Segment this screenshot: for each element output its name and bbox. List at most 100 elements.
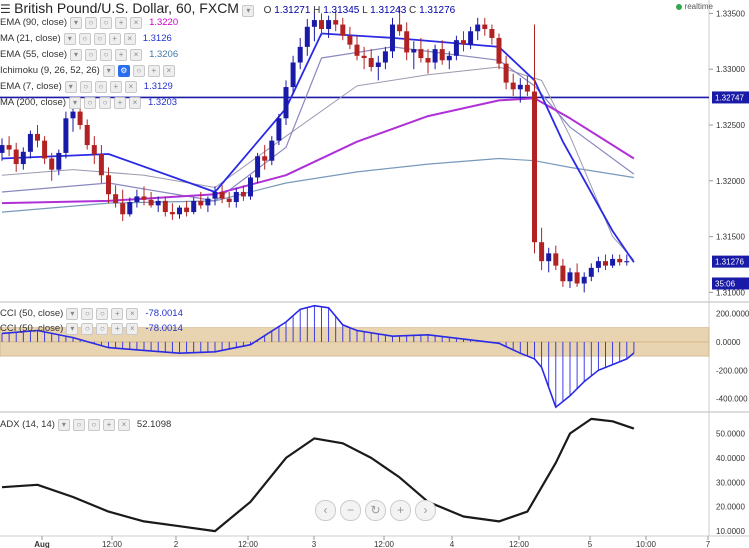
candle	[283, 80, 289, 126]
candle	[141, 186, 147, 206]
reset-button[interactable]: ↻	[365, 500, 386, 521]
dropdown-icon[interactable]: ▾	[64, 80, 77, 93]
candle-body	[333, 20, 339, 25]
candle-body	[283, 87, 289, 119]
visibility-icon[interactable]: ○	[72, 418, 85, 431]
visibility-icon[interactable]: ○	[85, 48, 98, 61]
candle	[581, 272, 587, 293]
candle-body	[113, 194, 119, 204]
close-icon[interactable]: ×	[130, 16, 143, 29]
visibility-icon[interactable]: ○	[79, 80, 92, 93]
close-icon[interactable]: ×	[126, 307, 139, 320]
legend-value: 1.3220	[149, 17, 179, 28]
add-icon[interactable]: +	[111, 307, 124, 320]
zoom-in-button[interactable]: +	[390, 500, 411, 521]
y-tick-label: 10.0000	[716, 527, 745, 536]
adx-legend[interactable]: ADX (14, 14) ▾ ○ ○ + × 52.1098	[0, 418, 171, 431]
gear-icon[interactable]: ⚙	[117, 64, 130, 77]
scroll-right-button[interactable]: ›	[415, 500, 436, 521]
dropdown-icon[interactable]: ▾	[70, 16, 83, 29]
dropdown-icon[interactable]: ▾	[102, 64, 115, 77]
legend-label: CCI (50, close)	[0, 308, 64, 319]
settings-icon[interactable]: ○	[100, 48, 113, 61]
candle-body	[510, 82, 516, 90]
settings-icon[interactable]: ○	[87, 418, 100, 431]
settings-icon[interactable]: ○	[100, 16, 113, 29]
candle-body	[461, 40, 466, 45]
candle	[425, 49, 431, 74]
candle-body	[595, 261, 601, 268]
scroll-left-button[interactable]: ‹	[315, 500, 336, 521]
y-tick-label: -200.000	[716, 366, 748, 375]
candle-body	[617, 258, 623, 263]
x-tick-label: Aug	[34, 540, 50, 548]
legend-row[interactable]: MA (200, close) ▾ ○ ○ + × 1.3203	[0, 96, 177, 109]
legend-label: MA (21, close)	[0, 33, 61, 44]
candle-body	[127, 202, 133, 215]
visibility-icon[interactable]: ○	[85, 16, 98, 29]
close-icon[interactable]: ×	[117, 418, 130, 431]
symbol-dropdown-icon[interactable]: ▾	[242, 5, 255, 17]
add-icon[interactable]: +	[109, 80, 122, 93]
legend-row[interactable]: EMA (7, close) ▾ ○ ○ + × 1.3129	[0, 80, 173, 93]
settings-icon[interactable]: ○	[93, 32, 106, 45]
candle	[390, 17, 395, 59]
y-tick-label: 200.0000	[716, 310, 749, 319]
y-tick-label: 0.0000	[716, 338, 741, 347]
candle-body	[496, 37, 502, 64]
zoom-out-button[interactable]: −	[340, 500, 361, 521]
candle	[595, 256, 601, 273]
candle-body	[524, 84, 530, 92]
candle	[148, 191, 154, 208]
legend-label: CCI (50, close)	[0, 323, 64, 334]
add-icon[interactable]: +	[111, 322, 124, 335]
close-icon[interactable]: ×	[124, 80, 137, 93]
add-icon[interactable]: +	[114, 96, 126, 109]
visibility-icon[interactable]: ○	[81, 307, 94, 320]
close-icon[interactable]: ×	[123, 32, 136, 45]
dropdown-icon[interactable]: ▾	[70, 48, 83, 61]
add-icon[interactable]: +	[115, 16, 128, 29]
add-icon[interactable]: +	[115, 48, 128, 61]
add-icon[interactable]: +	[108, 32, 121, 45]
candle-body	[475, 24, 481, 32]
candle	[113, 185, 119, 208]
candle-body	[148, 199, 154, 206]
legend-row[interactable]: EMA (55, close) ▾ ○ ○ + × 1.3206	[0, 48, 178, 61]
settings-icon[interactable]: ○	[94, 80, 107, 93]
close-icon[interactable]: ×	[162, 64, 175, 77]
candle-body	[418, 49, 424, 59]
visibility-icon[interactable]: ○	[78, 32, 91, 45]
candle	[375, 55, 381, 81]
visibility-icon[interactable]: ○	[84, 96, 96, 109]
dropdown-icon[interactable]: ▾	[66, 322, 79, 335]
legend-row[interactable]: Ichimoku (9, 26, 52, 26) ▾ ⚙ ○ + ×	[0, 64, 182, 77]
dropdown-icon[interactable]: ▾	[57, 418, 70, 431]
settings-icon[interactable]: ○	[96, 322, 109, 335]
settings-icon[interactable]: ○	[96, 307, 109, 320]
close-icon[interactable]: ×	[126, 322, 139, 335]
menu-icon[interactable]: ☰	[0, 2, 11, 16]
legend-row[interactable]: EMA (90, close) ▾ ○ ○ + × 1.3220	[0, 16, 178, 29]
dropdown-icon[interactable]: ▾	[69, 96, 81, 109]
settings-icon[interactable]: ○	[99, 96, 111, 109]
candle-body	[219, 191, 225, 199]
candle-body	[98, 154, 104, 176]
close-icon[interactable]: ×	[129, 96, 141, 109]
settings-icon[interactable]: ○	[132, 64, 145, 77]
cci-legend[interactable]: CCI (50, close) ▾ ○ ○ + × -78.0014	[0, 322, 183, 335]
candle	[198, 191, 204, 209]
add-icon[interactable]: +	[147, 64, 160, 77]
close-icon[interactable]: ×	[130, 48, 143, 61]
visibility-icon[interactable]: ○	[81, 322, 94, 335]
dropdown-icon[interactable]: ▾	[66, 307, 79, 320]
candle	[624, 254, 630, 266]
dropdown-icon[interactable]: ▾	[63, 32, 76, 45]
candle	[70, 104, 76, 132]
add-icon[interactable]: +	[102, 418, 115, 431]
legend-row[interactable]: MA (21, close) ▾ ○ ○ + × 1.3126	[0, 32, 172, 45]
candle-body	[311, 20, 317, 27]
cci-legend[interactable]: CCI (50, close) ▾ ○ ○ + × -78.0014	[0, 307, 183, 320]
candle	[496, 33, 502, 70]
